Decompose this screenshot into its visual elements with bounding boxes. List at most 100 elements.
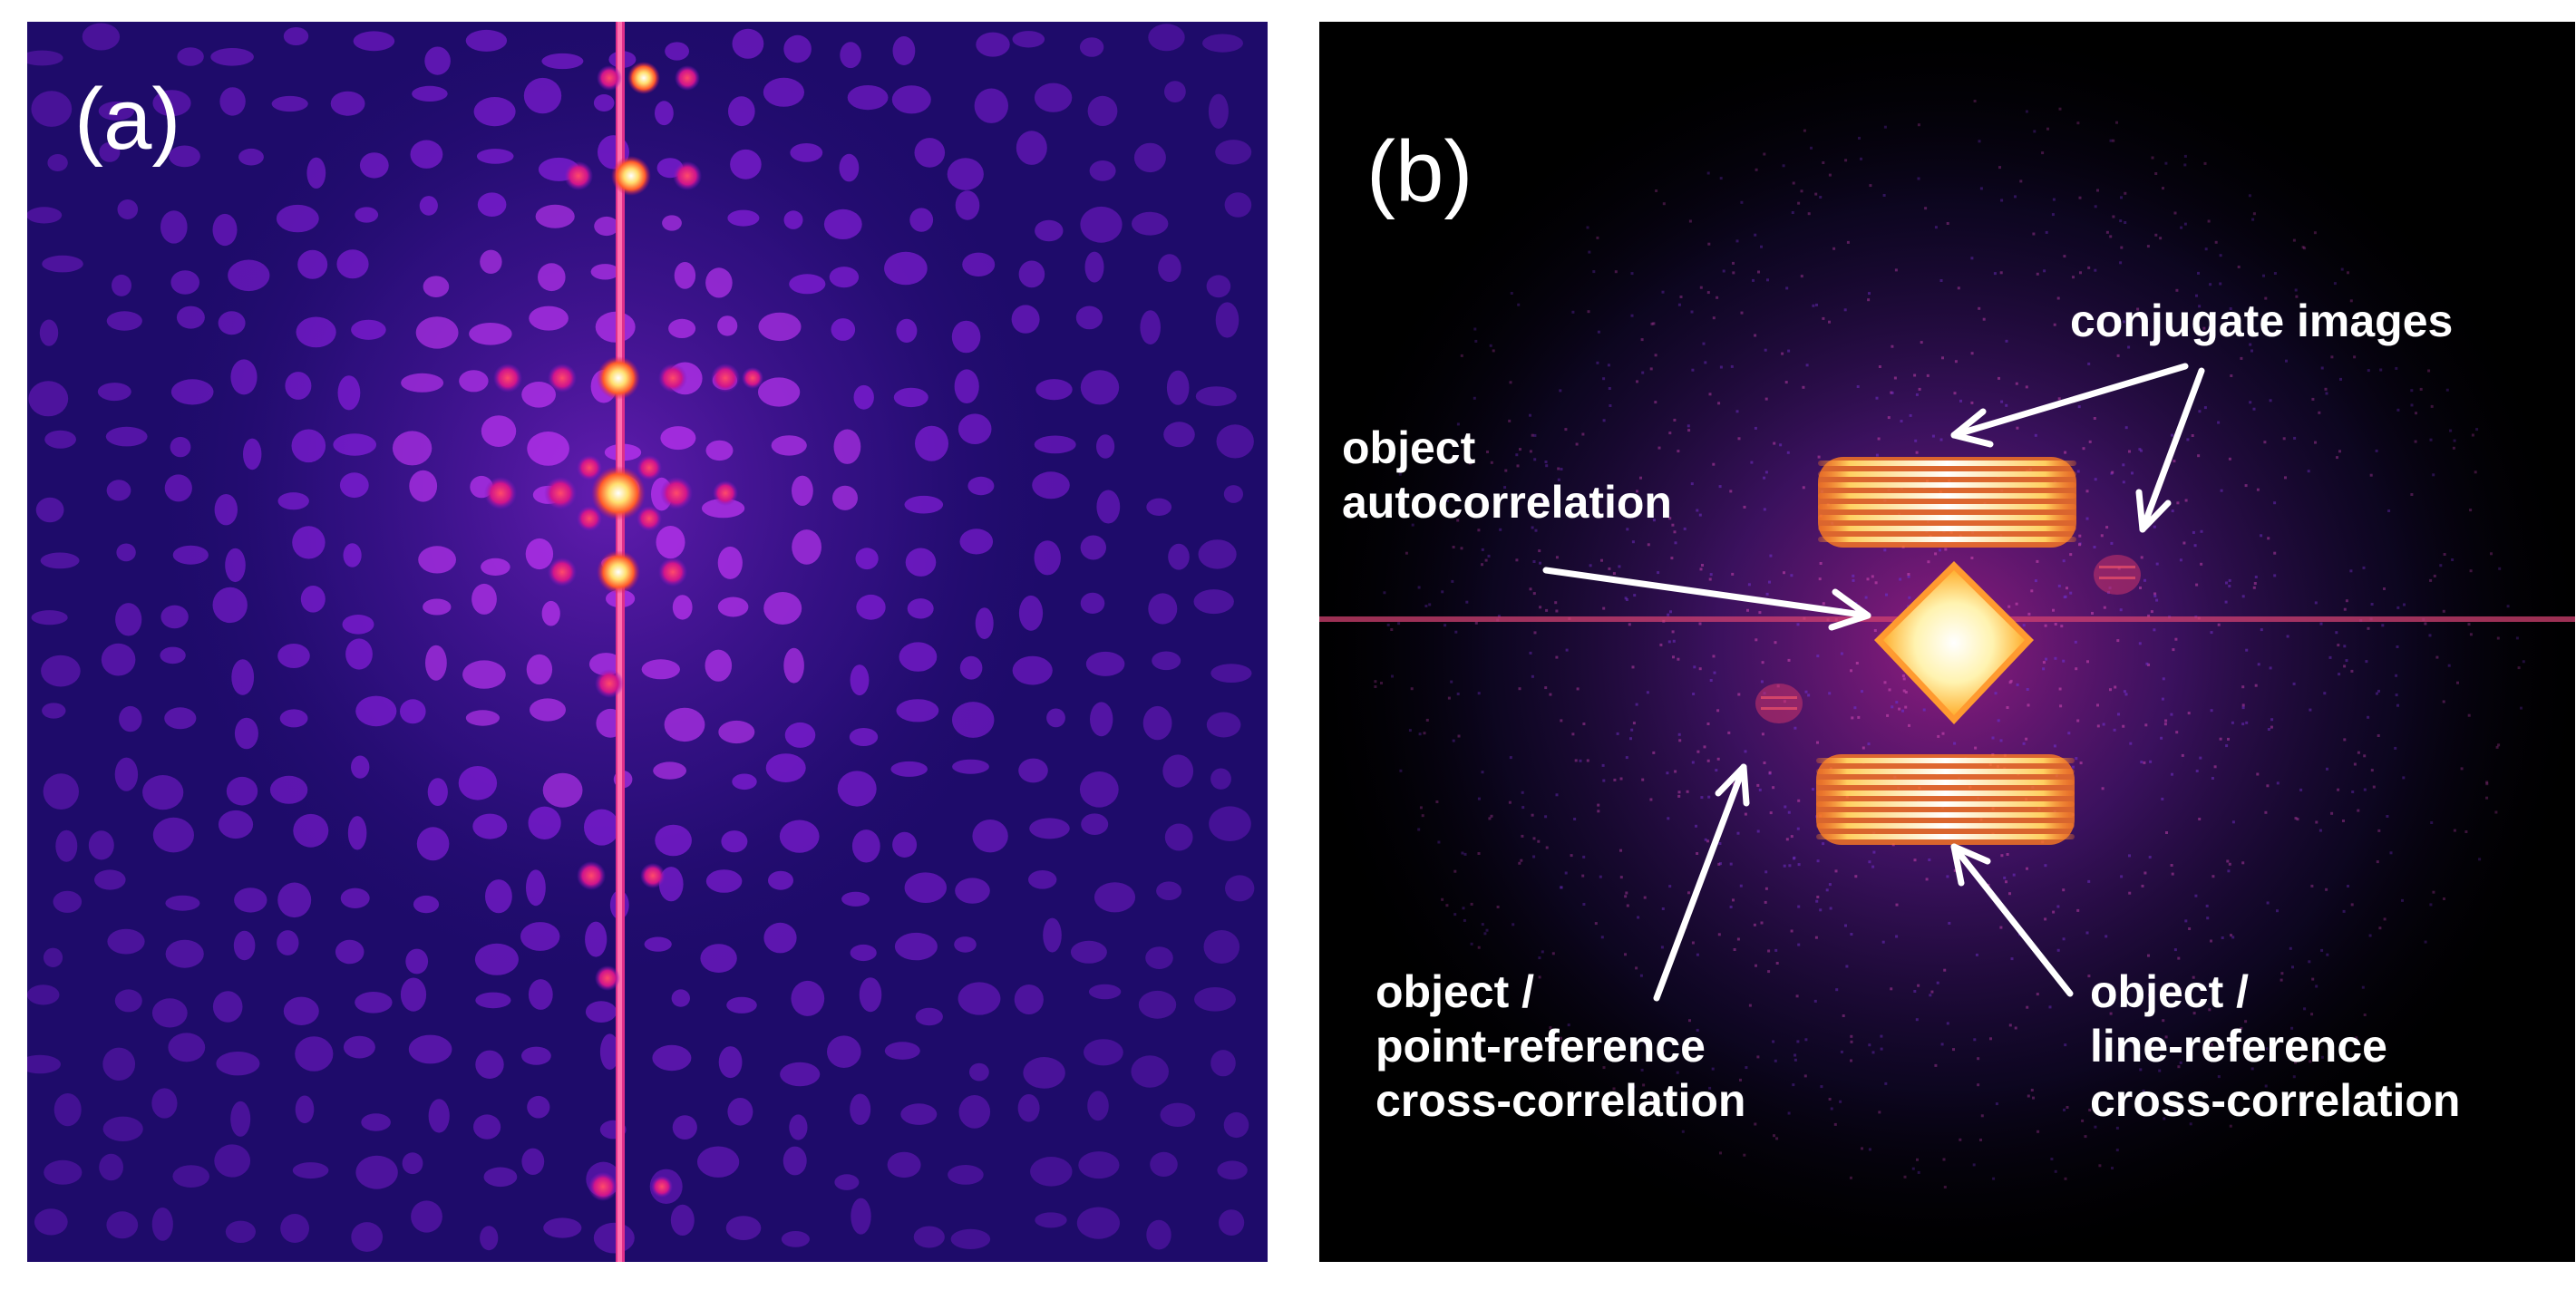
noise-speckle xyxy=(2182,541,2186,545)
noise-speckle xyxy=(1465,600,1469,604)
noise-speckle xyxy=(1532,837,1536,840)
noise-speckle xyxy=(1833,1122,1837,1126)
noise-speckle xyxy=(1469,461,1472,465)
speckle xyxy=(214,1144,251,1178)
noise-speckle xyxy=(2147,663,2150,666)
speckle xyxy=(351,755,370,779)
noise-speckle xyxy=(2249,343,2252,346)
bright-spot xyxy=(564,161,593,190)
noise-speckle xyxy=(2033,130,2036,133)
noise-speckle xyxy=(1696,1028,1699,1032)
noise-speckle xyxy=(1453,913,1457,917)
noise-speckle xyxy=(1854,875,1858,878)
noise-speckle xyxy=(2338,673,2341,676)
noise-speckle xyxy=(1635,966,1638,970)
noise-speckle xyxy=(1916,1158,1919,1161)
noise-speckle xyxy=(1549,1026,1552,1030)
noise-speckle xyxy=(2342,909,2346,913)
noise-speckle xyxy=(2155,598,2159,602)
noise-speckle xyxy=(1730,364,1734,368)
speckle xyxy=(160,210,188,244)
panel-b-letter: (b) xyxy=(1366,123,1473,220)
noise-speckle xyxy=(2171,433,2173,437)
conjugate-image-bottom xyxy=(1816,754,2075,845)
noise-speckle xyxy=(2096,724,2100,728)
noise-speckle xyxy=(1898,707,1901,711)
noise-speckle xyxy=(1871,575,1874,578)
speckle xyxy=(355,992,393,1014)
noise-speckle xyxy=(2383,917,2386,921)
speckle xyxy=(1215,302,1239,338)
noise-speckle xyxy=(2363,754,2367,758)
noise-speckle xyxy=(2093,546,2096,548)
noise-speckle xyxy=(2154,172,2158,175)
noise-speckle xyxy=(1750,461,1754,464)
noise-speckle xyxy=(1612,572,1616,576)
noise-speckle xyxy=(1704,361,1707,364)
noise-speckle xyxy=(1529,413,1531,417)
noise-speckle xyxy=(2335,631,2338,635)
speckle xyxy=(343,1035,375,1059)
noise-speckle xyxy=(2183,154,2187,158)
noise-speckle xyxy=(1875,453,1879,457)
noise-speckle xyxy=(2337,788,2340,791)
speckle xyxy=(792,529,821,565)
noise-speckle xyxy=(1654,354,1657,357)
speckle xyxy=(834,1174,860,1190)
speckle xyxy=(88,830,114,860)
noise-speckle xyxy=(1787,810,1791,814)
conjugate-image-top xyxy=(1818,457,2076,548)
speckle xyxy=(783,1146,807,1176)
noise-speckle xyxy=(2076,719,2080,723)
label-line-reference-cross-correlation: object / line-reference cross-correlatio… xyxy=(2090,966,2461,1126)
noise-speckle xyxy=(2439,564,2443,567)
noise-speckle xyxy=(1666,771,1669,775)
noise-speckle xyxy=(1532,592,1536,596)
noise-speckle xyxy=(2214,240,2218,244)
noise-speckle xyxy=(2054,1169,2057,1173)
noise-speckle xyxy=(2161,697,2164,701)
noise-speckle xyxy=(2443,553,2446,556)
noise-speckle xyxy=(2159,237,2163,240)
speckle xyxy=(99,1153,123,1181)
noise-speckle xyxy=(2056,905,2060,908)
noise-speckle xyxy=(1867,742,1871,746)
noise-speckle xyxy=(2079,271,2082,275)
noise-speckle xyxy=(2485,781,2489,784)
noise-speckle xyxy=(1774,1059,1777,1062)
bright-spot xyxy=(713,480,738,506)
noise-speckle xyxy=(2114,685,2117,689)
noise-speckle xyxy=(2256,488,2260,491)
noise-speckle xyxy=(1796,827,1800,830)
noise-speckle xyxy=(1708,393,1712,396)
noise-speckle xyxy=(1790,574,1793,577)
noise-speckle xyxy=(1764,470,1768,474)
noise-speckle xyxy=(2164,1035,2168,1039)
speckle xyxy=(475,992,511,1009)
speckle xyxy=(277,882,312,918)
speckle xyxy=(1016,131,1047,165)
speckle xyxy=(1078,1151,1120,1179)
noise-speckle xyxy=(2012,873,2016,877)
noise-speckle xyxy=(1782,164,1785,168)
noise-speckle xyxy=(2100,534,2104,538)
bright-spot xyxy=(548,364,577,393)
noise-speckle xyxy=(1643,1041,1647,1044)
noise-speckle xyxy=(2155,562,2159,566)
noise-speckle xyxy=(1970,257,1974,260)
speckle xyxy=(476,149,514,164)
speckle xyxy=(1046,708,1065,728)
noise-speckle xyxy=(1934,1063,1938,1067)
noise-speckle xyxy=(1894,268,1898,272)
noise-speckle xyxy=(2123,320,2125,324)
speckle xyxy=(1160,1102,1196,1128)
noise-speckle xyxy=(2230,934,2232,937)
noise-speckle xyxy=(2319,622,2323,626)
noise-speckle xyxy=(2199,756,2202,760)
noise-speckle xyxy=(1474,621,1478,625)
speckle xyxy=(543,1217,582,1238)
noise-speckle xyxy=(2087,266,2091,269)
noise-speckle xyxy=(2217,421,2221,424)
noise-speckle xyxy=(2343,738,2347,742)
noise-speckle xyxy=(1917,123,1920,127)
